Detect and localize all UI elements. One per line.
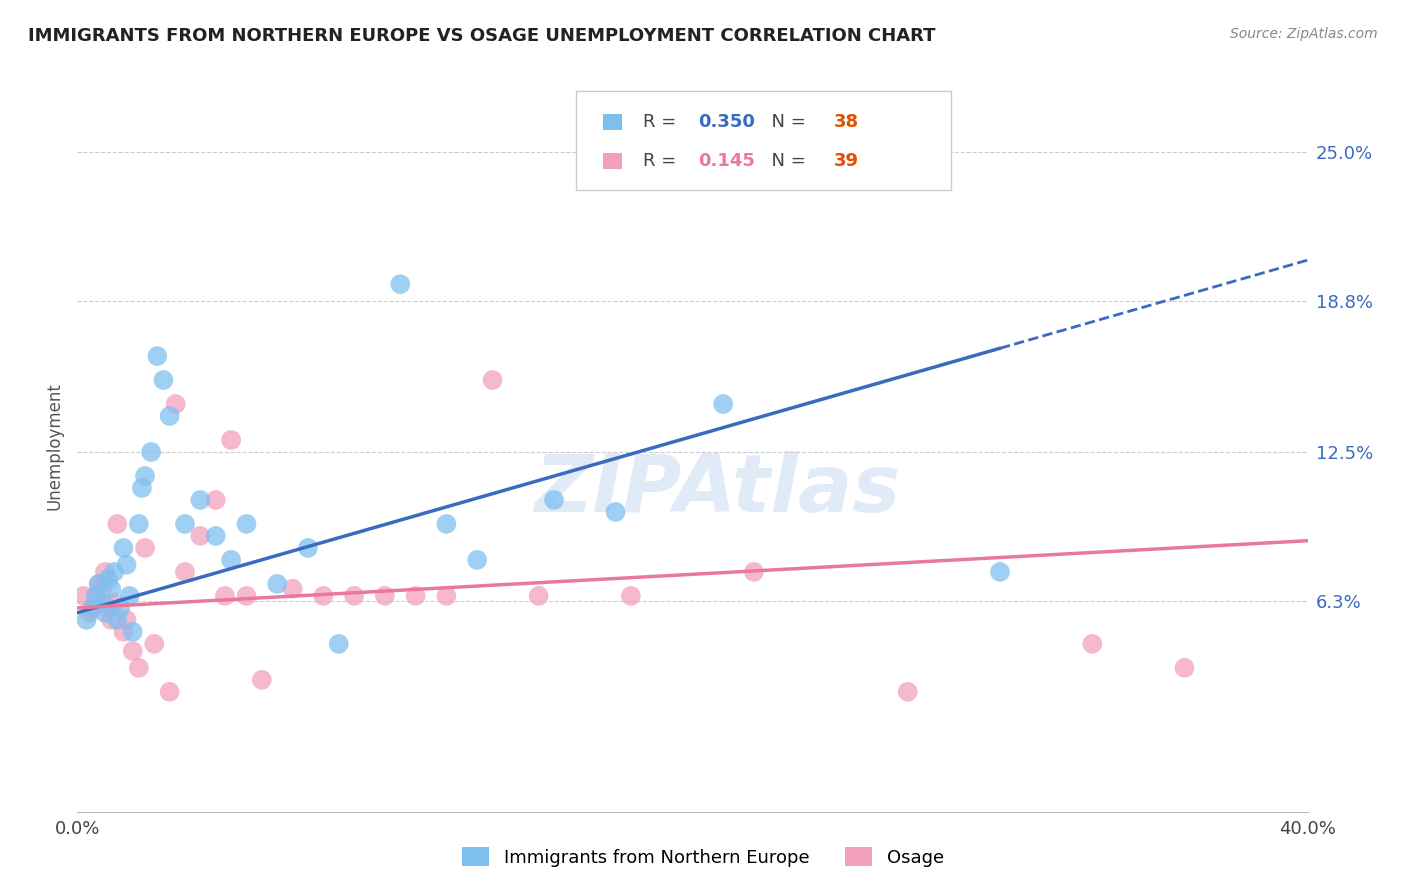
- Text: 0.145: 0.145: [699, 152, 755, 169]
- Point: [146, 349, 169, 363]
- Point: [605, 505, 627, 519]
- Point: [436, 516, 458, 531]
- Y-axis label: Unemployment: Unemployment: [45, 382, 63, 510]
- Point: [1174, 661, 1197, 675]
- Point: [87, 577, 110, 591]
- Point: [82, 600, 104, 615]
- Point: [250, 673, 273, 687]
- Point: [112, 624, 135, 639]
- Point: [219, 433, 242, 447]
- Point: [159, 685, 181, 699]
- Point: [527, 589, 550, 603]
- Point: [312, 589, 335, 603]
- Point: [121, 644, 143, 658]
- Point: [121, 624, 143, 639]
- Point: [204, 492, 226, 507]
- Text: N =: N =: [761, 152, 811, 169]
- Text: R =: R =: [644, 152, 682, 169]
- Point: [105, 516, 128, 531]
- Point: [481, 373, 503, 387]
- Point: [100, 613, 122, 627]
- Point: [214, 589, 236, 603]
- Point: [174, 565, 197, 579]
- Point: [82, 600, 104, 615]
- Point: [174, 516, 197, 531]
- Text: IMMIGRANTS FROM NORTHERN EUROPE VS OSAGE UNEMPLOYMENT CORRELATION CHART: IMMIGRANTS FROM NORTHERN EUROPE VS OSAGE…: [28, 27, 935, 45]
- Point: [281, 582, 304, 596]
- Point: [84, 589, 107, 603]
- Point: [112, 541, 135, 555]
- Point: [465, 553, 488, 567]
- FancyBboxPatch shape: [603, 153, 621, 169]
- Point: [128, 661, 150, 675]
- Point: [165, 397, 187, 411]
- Text: Source: ZipAtlas.com: Source: ZipAtlas.com: [1230, 27, 1378, 41]
- Point: [235, 516, 257, 531]
- Point: [235, 589, 257, 603]
- Point: [134, 469, 156, 483]
- Point: [343, 589, 366, 603]
- Point: [266, 577, 288, 591]
- Point: [118, 589, 141, 603]
- Point: [110, 600, 132, 615]
- Point: [79, 606, 101, 620]
- Point: [711, 397, 734, 411]
- Point: [94, 565, 117, 579]
- Point: [97, 600, 120, 615]
- Point: [94, 606, 117, 620]
- Legend: Immigrants from Northern Europe, Osage: Immigrants from Northern Europe, Osage: [454, 840, 952, 874]
- Point: [204, 529, 226, 543]
- Point: [87, 577, 110, 591]
- Text: 39: 39: [834, 152, 859, 169]
- Point: [405, 589, 427, 603]
- FancyBboxPatch shape: [603, 114, 621, 130]
- Point: [219, 553, 242, 567]
- Text: N =: N =: [761, 113, 811, 131]
- Point: [105, 613, 128, 627]
- Point: [128, 516, 150, 531]
- Point: [134, 541, 156, 555]
- Point: [143, 637, 166, 651]
- Point: [103, 565, 125, 579]
- Point: [297, 541, 319, 555]
- Point: [866, 145, 889, 160]
- Point: [131, 481, 153, 495]
- Point: [328, 637, 350, 651]
- Point: [76, 613, 98, 627]
- Point: [100, 582, 122, 596]
- Point: [103, 596, 125, 610]
- Point: [152, 373, 174, 387]
- Point: [115, 558, 138, 572]
- Point: [188, 529, 212, 543]
- Point: [742, 565, 765, 579]
- Point: [988, 565, 1011, 579]
- Text: 38: 38: [834, 113, 859, 131]
- Point: [436, 589, 458, 603]
- Point: [543, 492, 565, 507]
- Point: [90, 596, 114, 610]
- Text: 0.350: 0.350: [699, 113, 755, 131]
- Point: [897, 685, 920, 699]
- Point: [115, 613, 138, 627]
- Text: R =: R =: [644, 113, 682, 131]
- Point: [90, 582, 114, 596]
- Point: [374, 589, 396, 603]
- Point: [97, 572, 120, 586]
- Point: [84, 589, 107, 603]
- Point: [620, 589, 643, 603]
- Point: [1081, 637, 1104, 651]
- FancyBboxPatch shape: [575, 91, 950, 190]
- Point: [389, 277, 412, 292]
- Point: [159, 409, 181, 423]
- Text: ZIPAtlas: ZIPAtlas: [534, 450, 900, 529]
- Point: [72, 589, 94, 603]
- Point: [141, 445, 163, 459]
- Point: [188, 492, 212, 507]
